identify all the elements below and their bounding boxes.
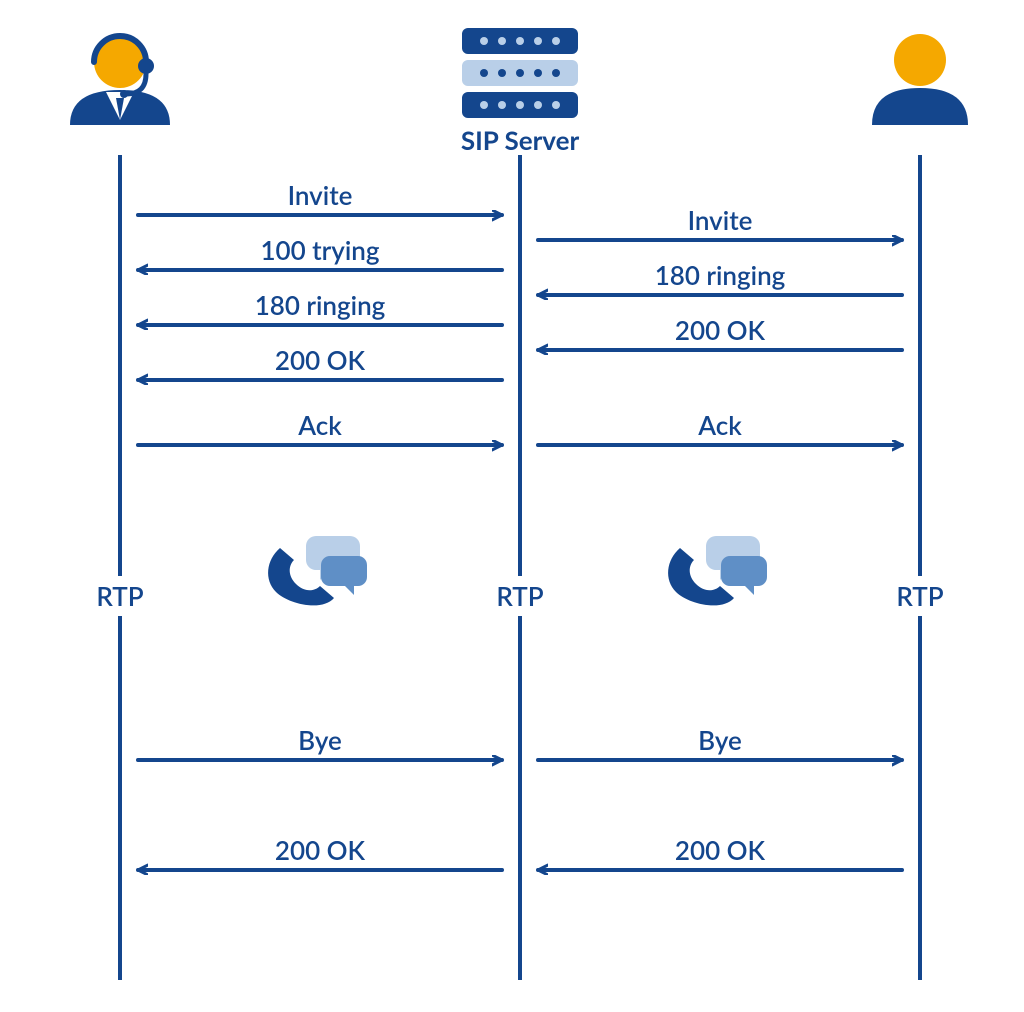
- msg-right-0-label: Invite: [688, 204, 753, 236]
- msg-left-6-label: 200 OK: [275, 834, 366, 866]
- msg-left-4-label: Ack: [297, 409, 342, 441]
- msg-left-0-label: Invite: [288, 179, 353, 211]
- msg-right-5: 200 OK: [538, 834, 902, 870]
- msg-right-3: Ack: [538, 409, 902, 445]
- msg-right-5-label: 200 OK: [675, 834, 766, 866]
- msg-left-1: 100 trying: [138, 234, 502, 270]
- rtp-label-right: RTP: [896, 580, 943, 612]
- callee-icon: [872, 34, 968, 125]
- msg-left-2-label: 180 ringing: [255, 289, 386, 321]
- rtp-label-left: RTP: [96, 580, 143, 612]
- msg-left-6: 200 OK: [138, 834, 502, 870]
- msg-right-0: Invite: [538, 204, 902, 240]
- msg-left-3: 200 OK: [138, 344, 502, 380]
- msg-right-1-label: 180 ringing: [655, 259, 786, 291]
- msg-right-3-label: Ack: [697, 409, 742, 441]
- msg-right-2-label: 200 OK: [675, 314, 766, 346]
- msg-left-5-label: Bye: [298, 724, 342, 756]
- msg-left-4: Ack: [138, 409, 502, 445]
- rtp-label-mid: RTP: [496, 580, 543, 612]
- msg-right-4-label: Bye: [698, 724, 742, 756]
- phone-icon-right: [668, 536, 767, 605]
- msg-left-5: Bye: [138, 724, 502, 760]
- msg-right-1: 180 ringing: [538, 259, 902, 295]
- msg-left-1-label: 100 trying: [260, 234, 379, 266]
- phone-icon-left: [268, 536, 367, 605]
- msg-right-4: Bye: [538, 724, 902, 760]
- msg-left-0: Invite: [138, 179, 502, 215]
- msg-left-3-label: 200 OK: [275, 344, 366, 376]
- server-label: SIP Server: [461, 124, 580, 156]
- msg-left-2: 180 ringing: [138, 289, 502, 325]
- msg-right-2: 200 OK: [538, 314, 902, 350]
- caller-icon: [70, 36, 170, 125]
- server-icon: SIP Server: [461, 28, 580, 156]
